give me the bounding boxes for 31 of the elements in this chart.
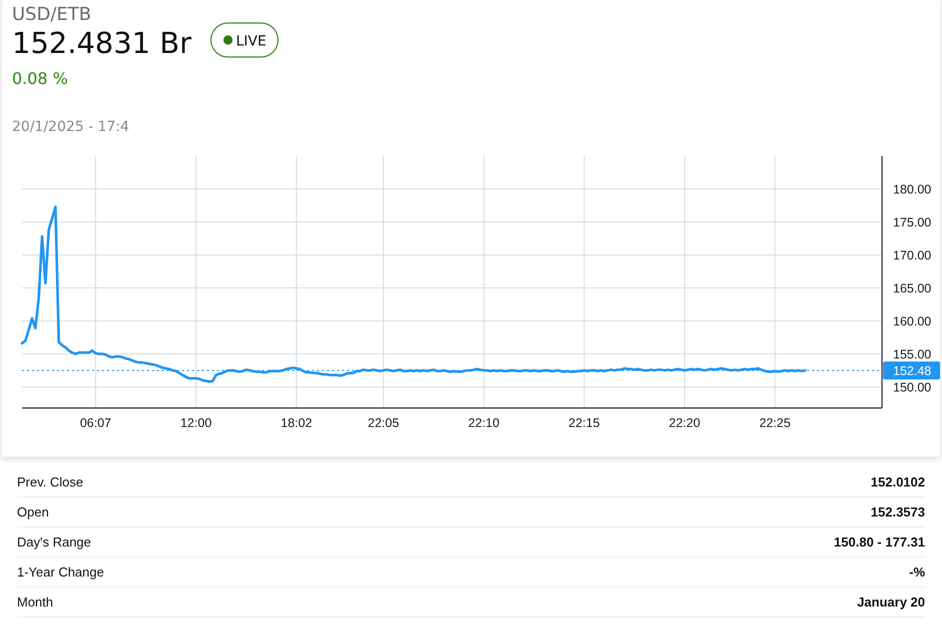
y-tick-label: 160.00 xyxy=(893,314,932,328)
y-tick-label: 155.00 xyxy=(893,347,932,362)
x-tick-label: 18:02 xyxy=(280,416,312,430)
text: -% xyxy=(909,564,926,580)
y-tick-label: 150.00 xyxy=(893,380,932,394)
text: 20/1/2025 - 17:4 xyxy=(12,119,130,135)
text: 152.3573 xyxy=(870,504,925,520)
text: 0.08 % xyxy=(12,69,68,88)
chart-title: USD/ETB xyxy=(12,4,92,25)
y-tick-label: 170.00 xyxy=(893,248,932,262)
text: 152.0102 xyxy=(870,474,925,490)
chart-subtitle: 152.4831 Br xyxy=(12,26,192,60)
x-tick-label: 22:05 xyxy=(368,416,400,430)
text: 1-Year Change xyxy=(17,564,104,580)
text: Open xyxy=(17,504,49,520)
y-tick-label: 180.00 xyxy=(893,182,932,196)
x-tick-label: 06:07 xyxy=(80,416,112,430)
text: Prev. Close xyxy=(17,474,84,490)
text: LIVE xyxy=(236,34,266,50)
text: 150.80 - 177.31 xyxy=(834,534,925,550)
text: Day's Range xyxy=(17,534,92,550)
x-tick-label: 22:25 xyxy=(759,416,791,430)
x-tick-label: 22:10 xyxy=(468,416,500,430)
x-tick-label: 22:15 xyxy=(568,416,600,430)
text: Month xyxy=(17,594,54,610)
x-tick-label: 22:20 xyxy=(668,416,700,430)
x-tick-label: 12:00 xyxy=(180,416,212,430)
y-tick-label: 175.00 xyxy=(893,215,932,230)
ref-line-label: 152.48 xyxy=(893,364,932,378)
y-tick-label: 165.00 xyxy=(893,281,932,296)
text: January 20 xyxy=(857,594,925,610)
